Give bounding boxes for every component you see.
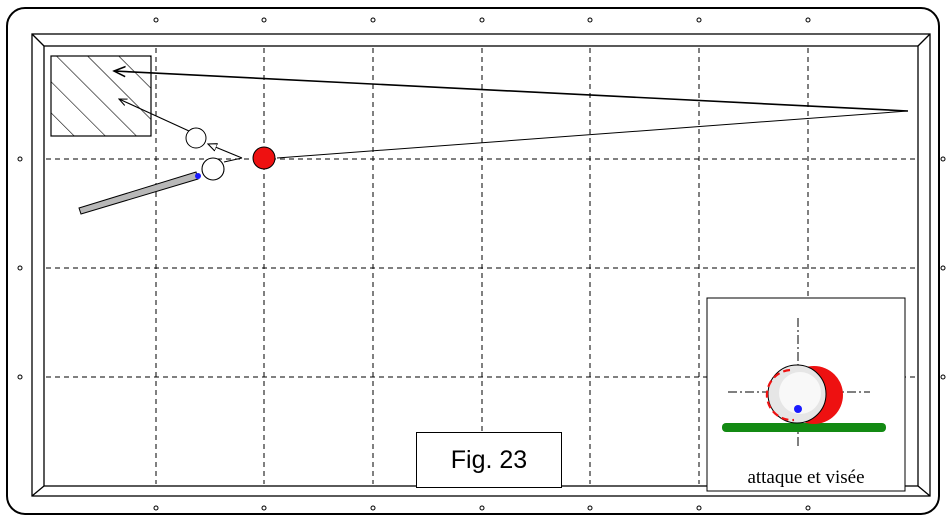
target-zone	[50, 55, 152, 137]
table-grid	[46, 48, 916, 484]
cue-ball-path	[119, 99, 243, 163]
ball-trajectory	[114, 71, 909, 159]
inset-cue-tip	[794, 405, 802, 413]
inset-cue-ball-face	[779, 372, 821, 414]
table-outer-frame	[6, 7, 940, 515]
inset-aim-arc	[765, 368, 795, 422]
ghost-ball	[185, 127, 207, 149]
cloth-line	[722, 423, 886, 432]
inset-caption: attaque et visée	[747, 467, 865, 488]
red-ball-icon	[252, 146, 276, 170]
figure-label: Fig. 23	[416, 432, 562, 488]
rail-diamonds	[17, 17, 946, 511]
cue-ball	[201, 157, 225, 181]
cue-tip-contact	[195, 173, 201, 179]
